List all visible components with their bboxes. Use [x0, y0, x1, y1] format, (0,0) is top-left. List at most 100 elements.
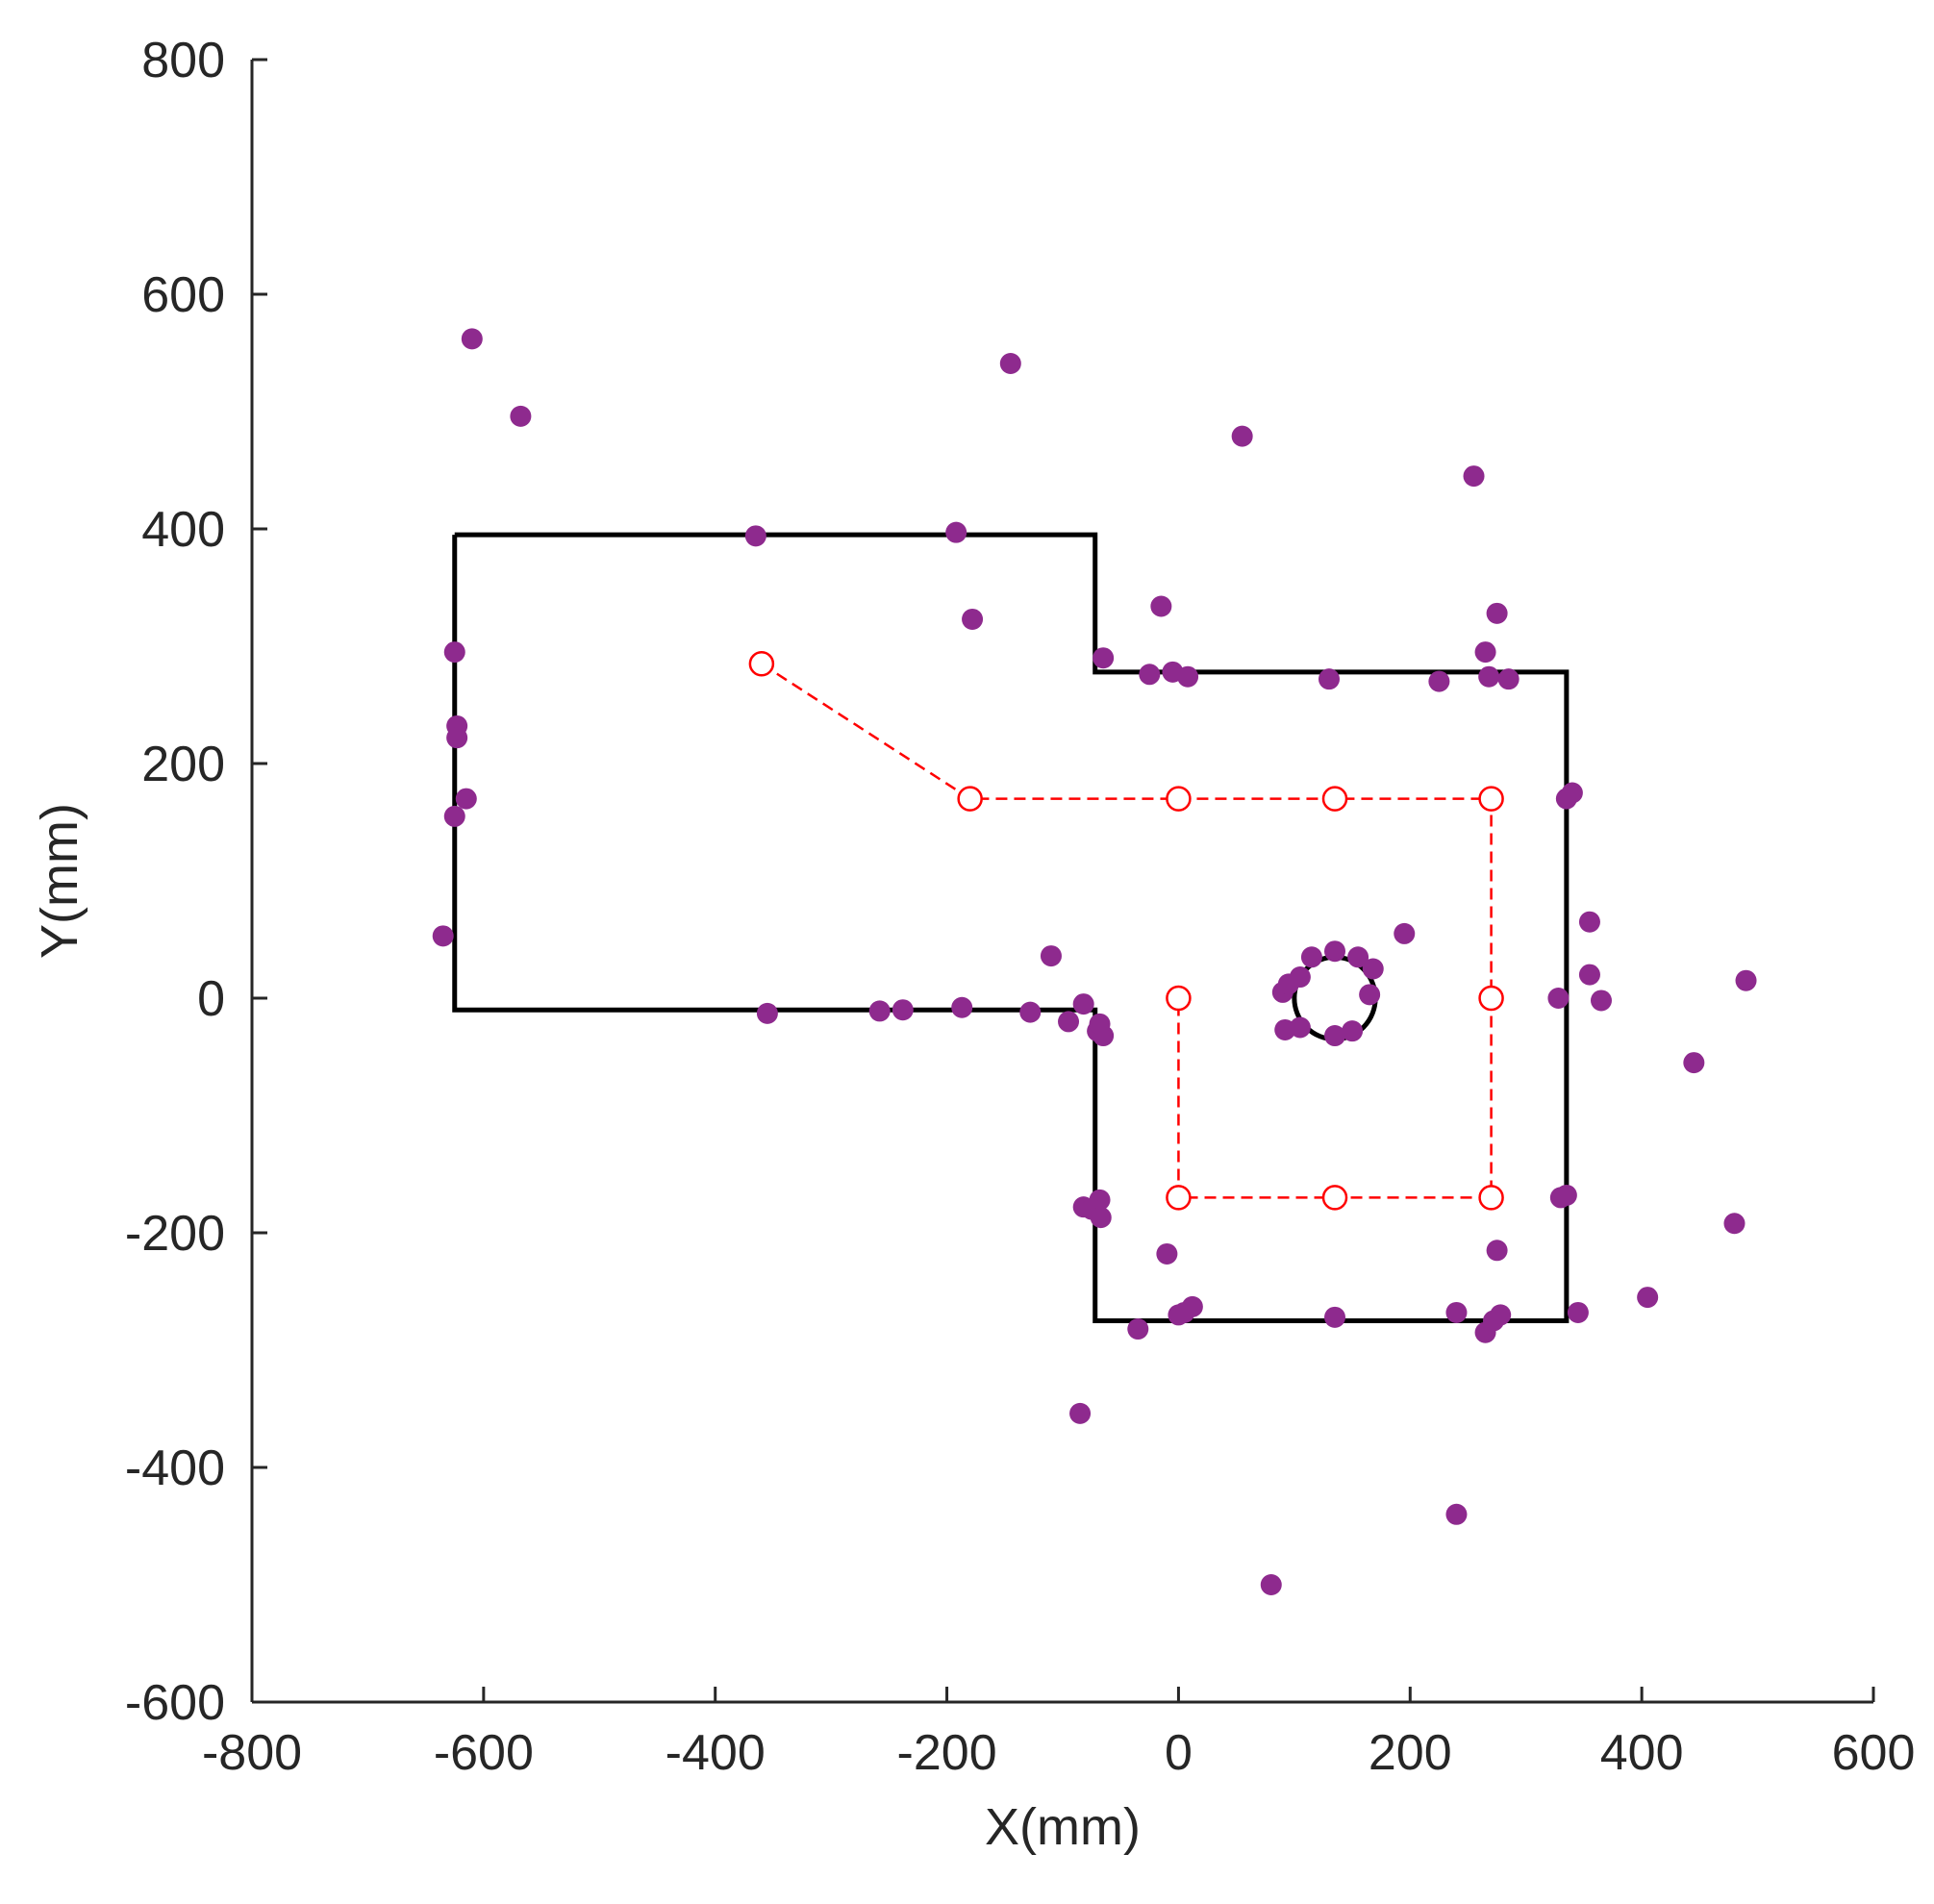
y-tick-label: -600 [125, 1675, 225, 1731]
path-waypoint [1166, 1185, 1192, 1211]
x-tick-label: 600 [1832, 1725, 1916, 1781]
path-waypoint [748, 651, 775, 677]
data-point [945, 521, 967, 543]
data-point [1547, 988, 1570, 1009]
y-axis-label: Y(mm) [31, 803, 88, 959]
data-point [1260, 1574, 1282, 1595]
data-point [1156, 1242, 1178, 1265]
data-point [1019, 1001, 1042, 1023]
path-waypoint [1478, 985, 1504, 1012]
x-axis-ticks: -800 -600 -400 -200 0 200 400 600 [202, 1687, 1915, 1781]
data-point [1683, 1052, 1705, 1074]
data-point [461, 328, 483, 350]
path-line [761, 663, 1493, 1199]
data-point [1474, 641, 1496, 664]
data-point [1072, 993, 1094, 1015]
data-point [1300, 946, 1322, 968]
data-point [1490, 1304, 1512, 1326]
x-axis-label: X(mm) [985, 1798, 1141, 1856]
data-point [951, 996, 973, 1018]
data-point [1089, 1013, 1111, 1035]
data-point [443, 805, 465, 827]
data-point [1486, 602, 1508, 624]
data-point [1428, 670, 1450, 692]
data-point [1445, 1301, 1468, 1323]
data-point [1324, 940, 1346, 963]
data-point [892, 999, 914, 1021]
path-waypoint [1478, 786, 1504, 812]
data-point [1497, 668, 1520, 690]
data-point [1040, 945, 1062, 967]
data-point [1139, 664, 1161, 686]
x-tick-label: -200 [897, 1725, 997, 1781]
data-point [1342, 1020, 1364, 1042]
data-point [1637, 1287, 1659, 1309]
y-tick-label: 800 [141, 33, 225, 88]
boundary-outline [452, 532, 1570, 1323]
data-point [1347, 946, 1369, 968]
y-tick-label: -200 [125, 1206, 225, 1262]
x-tick-label: -600 [434, 1725, 534, 1781]
axes [250, 60, 1873, 1704]
y-tick-label: 600 [141, 267, 225, 323]
data-point [1362, 958, 1384, 980]
data-point [1324, 1025, 1346, 1047]
data-point [1318, 668, 1340, 690]
y-axis-ticks: 800 600 400 200 0 -200 -400 -600 [125, 33, 267, 1731]
data-point [744, 525, 766, 547]
data-point [1289, 966, 1311, 989]
data-point [432, 925, 454, 947]
data-point [446, 727, 468, 749]
data-point [962, 608, 984, 630]
data-point [443, 641, 465, 664]
data-point [1445, 1503, 1468, 1525]
data-point [1578, 911, 1600, 933]
data-point [510, 405, 532, 427]
path-waypoint [1166, 786, 1192, 812]
x-tick-label: -400 [666, 1725, 766, 1781]
data-point [999, 352, 1021, 374]
data-point [1486, 1240, 1508, 1262]
path-waypoint [957, 786, 983, 812]
data-point [1723, 1213, 1746, 1235]
data-point [1324, 1306, 1346, 1328]
data-point [1231, 425, 1253, 447]
data-point [1177, 665, 1199, 688]
path-waypoint [1321, 1185, 1348, 1211]
data-point [1093, 647, 1115, 669]
data-point [1394, 922, 1416, 944]
x-tick-label: 200 [1369, 1725, 1452, 1781]
plot-area [432, 328, 1757, 1595]
x-tick-label: 0 [1165, 1725, 1193, 1781]
path-waypoint [1321, 786, 1348, 812]
data-point [756, 1002, 778, 1024]
y-tick-label: 0 [197, 971, 225, 1027]
path-waypoint [1478, 1185, 1504, 1211]
data-point [868, 1000, 891, 1022]
data-point [1578, 964, 1600, 986]
data-point [1058, 1011, 1080, 1033]
y-tick-label: -400 [125, 1441, 225, 1496]
x-tick-label: -800 [202, 1725, 302, 1781]
data-point [1127, 1318, 1149, 1340]
data-point [1555, 1184, 1577, 1206]
data-point [1561, 782, 1583, 804]
data-point [1463, 465, 1485, 488]
x-tick-label: 400 [1600, 1725, 1684, 1781]
y-tick-label: 400 [141, 502, 225, 558]
y-tick-label: 200 [141, 737, 225, 792]
data-point [1150, 595, 1172, 617]
data-point [1478, 665, 1500, 688]
data-point [1090, 1207, 1112, 1229]
data-point [1590, 990, 1612, 1012]
data-point [1735, 969, 1757, 991]
data-point [1181, 1295, 1203, 1317]
data-point [455, 788, 477, 810]
path-waypoint [1166, 985, 1192, 1012]
data-point [1567, 1301, 1589, 1323]
data-point [1069, 1402, 1092, 1424]
data-point [1359, 984, 1381, 1006]
data-point [1289, 1016, 1311, 1039]
